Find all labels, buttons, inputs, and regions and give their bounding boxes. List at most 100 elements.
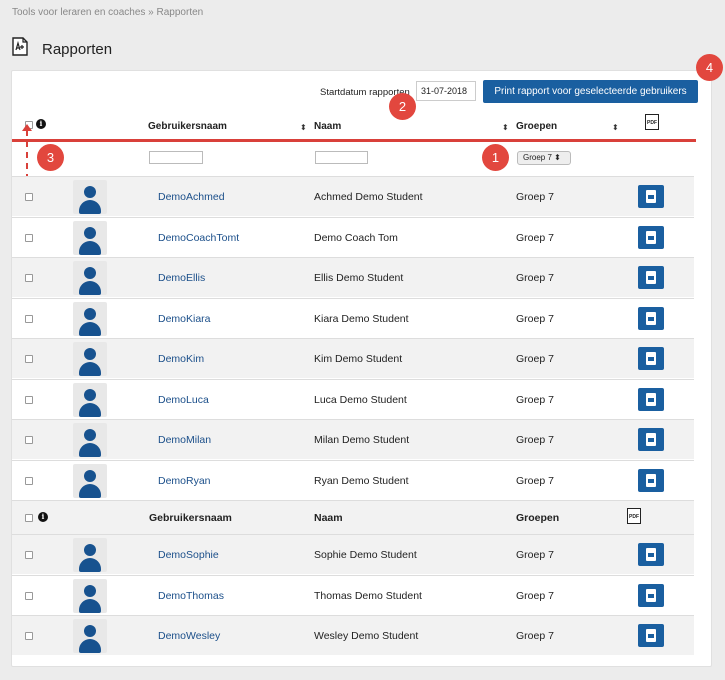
info-icon[interactable]: i [38, 512, 48, 522]
table-row: DemoLuca Luca Demo Student Groep 7 [12, 378, 694, 419]
user-avatar-icon [73, 180, 107, 214]
pdf-icon [646, 629, 656, 642]
table-row: DemoCoachTomt Demo Coach Tom Groep 7 [12, 216, 694, 257]
row-checkbox[interactable] [25, 395, 33, 404]
pdf-icon [646, 271, 656, 284]
username-link[interactable]: DemoThomas [158, 589, 224, 602]
row-checkbox[interactable] [25, 274, 33, 282]
print-report-button[interactable]: Print rapport voor geselecteerde gebruik… [483, 80, 698, 103]
username-link[interactable]: DemoMilan [158, 434, 212, 446]
pdf-download-button[interactable] [638, 306, 664, 330]
full-name: Luca Demo Student [314, 393, 407, 406]
row-checkbox[interactable] [25, 476, 33, 485]
annotation-badge-3: 3 [37, 144, 64, 171]
row-checkbox[interactable] [25, 551, 33, 559]
pdf-download-button[interactable] [638, 347, 664, 370]
pdf-download-button[interactable] [638, 543, 664, 566]
full-name: Milan Demo Student [314, 434, 410, 446]
pdf-download-button[interactable] [638, 624, 664, 647]
user-avatar-icon [73, 423, 107, 457]
full-name: Demo Coach Tom [314, 231, 398, 244]
sort-icon[interactable]: ⬍ [300, 123, 307, 132]
pdf-icon: PDF [645, 114, 659, 130]
full-name: Ryan Demo Student [314, 474, 409, 487]
table-row: DemoWesley Wesley Demo Student Groep 7 [12, 615, 694, 655]
arrow-up-icon [22, 124, 32, 131]
full-name: Ellis Demo Student [314, 272, 404, 284]
pdf-icon [646, 392, 656, 406]
pdf-icon [646, 588, 656, 602]
pdf-download-button[interactable] [638, 185, 664, 208]
pdf-download-button[interactable] [638, 225, 664, 249]
table-row: DemoKiara Kiara Demo Student Groep 7 [12, 297, 694, 338]
group-name: Groep 7 [516, 191, 554, 203]
user-avatar-icon [73, 538, 107, 572]
annotation-badge-1: 1 [482, 144, 509, 171]
full-name: Achmed Demo Student [314, 191, 423, 203]
select-all-checkbox[interactable] [25, 514, 33, 522]
group-name: Groep 7 [516, 549, 554, 561]
page-title: Rapporten [42, 41, 113, 58]
full-name: Kiara Demo Student [314, 312, 409, 325]
header-name[interactable]: Naam [314, 512, 343, 524]
table-row: DemoSophie Sophie Demo Student Groep 7 [12, 534, 694, 574]
row-checkbox[interactable] [25, 193, 33, 201]
row-checkbox[interactable] [25, 436, 33, 444]
report-document-icon [12, 37, 28, 56]
table-row: DemoAchmed Achmed Demo Student Groep 7 [12, 176, 694, 216]
name-filter-input[interactable] [315, 151, 368, 164]
user-avatar-icon [73, 463, 107, 498]
row-checkbox[interactable] [25, 233, 33, 242]
user-avatar-icon [73, 382, 107, 417]
username-link[interactable]: DemoCoachTomt [158, 231, 240, 244]
breadcrumb[interactable]: Tools voor leraren en coaches » Rapporte… [12, 7, 204, 18]
info-icon[interactable]: i [36, 119, 46, 129]
username-link[interactable]: DemoLuca [158, 393, 209, 406]
username-link[interactable]: DemoWesley [158, 630, 221, 642]
group-name: Groep 7 [516, 630, 554, 642]
group-filter-select[interactable]: Groep 7 ⬍ [517, 151, 571, 165]
user-avatar-icon [73, 220, 107, 255]
pdf-download-button[interactable] [638, 428, 664, 451]
username-link[interactable]: DemoKiara [158, 312, 211, 325]
header-username[interactable]: Gebruikersnaam [149, 512, 232, 524]
group-name: Groep 7 [516, 272, 554, 284]
full-name: Kim Demo Student [314, 353, 403, 365]
pdf-download-button[interactable] [638, 387, 664, 411]
pdf-download-button[interactable] [638, 266, 664, 289]
pdf-icon [646, 352, 656, 365]
sort-icon[interactable]: ⬍ [502, 123, 509, 132]
header-name[interactable]: Naam [314, 121, 342, 132]
start-date-input[interactable]: 31-07-2018 [416, 81, 476, 101]
header-groups[interactable]: Groepen [516, 512, 560, 524]
group-name: Groep 7 [516, 434, 554, 446]
username-link[interactable]: DemoRyan [158, 474, 211, 487]
group-name: Groep 7 [516, 589, 554, 602]
full-name: Sophie Demo Student [314, 549, 417, 561]
row-checkbox[interactable] [25, 632, 33, 640]
pdf-icon [646, 433, 656, 446]
username-link[interactable]: DemoSophie [158, 549, 219, 561]
row-checkbox[interactable] [25, 591, 33, 600]
user-avatar-icon [73, 301, 107, 336]
row-checkbox[interactable] [25, 314, 33, 323]
username-link[interactable]: DemoEllis [158, 272, 206, 284]
pdf-download-button[interactable] [638, 468, 664, 492]
table-row: DemoKim Kim Demo Student Groep 7 [12, 338, 694, 378]
username-filter-input[interactable] [149, 151, 203, 164]
pdf-download-button[interactable] [638, 583, 664, 607]
header-username[interactable]: Gebruikersnaam [148, 121, 227, 132]
group-name: Groep 7 [516, 312, 554, 325]
row-checkbox[interactable] [25, 355, 33, 363]
username-link[interactable]: DemoKim [158, 353, 205, 365]
start-date-label: Startdatum rapporten [320, 87, 410, 98]
header-divider [12, 139, 696, 142]
pdf-icon [646, 548, 656, 561]
repeated-table-header [12, 500, 694, 534]
sort-icon[interactable]: ⬍ [612, 123, 619, 132]
full-name: Wesley Demo Student [314, 630, 419, 642]
full-name: Thomas Demo Student [314, 589, 422, 602]
header-groups[interactable]: Groepen [516, 121, 558, 132]
user-avatar-icon [73, 342, 107, 376]
username-link[interactable]: DemoAchmed [158, 191, 225, 203]
